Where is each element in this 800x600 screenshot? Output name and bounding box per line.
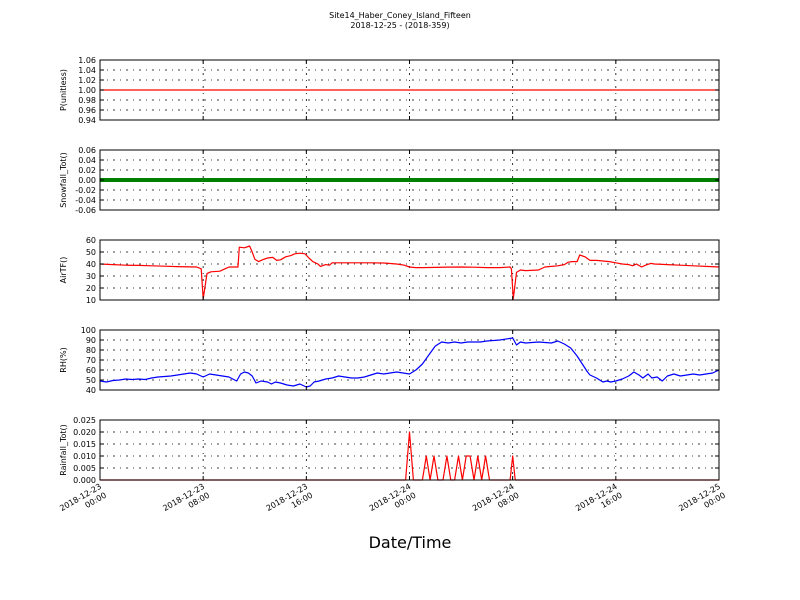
y-tick-label: 50 [86,248,96,257]
y-tick-label: 20 [86,284,96,293]
y-tick-label: 0.000 [73,476,96,485]
y-tick-label: 0.00 [78,176,96,185]
y-tick-label: 0.010 [73,452,96,461]
y-tick-label: 0.98 [78,96,96,105]
y-axis-label: AirTF() [59,257,68,284]
y-tick-label: 1.06 [78,56,96,65]
y-tick-label: 1.02 [78,76,96,85]
y-tick-label: 0.94 [78,116,96,125]
y-tick-label: 70 [86,356,96,365]
y-tick-label: 1.04 [78,66,96,75]
y-tick-label: -0.04 [75,196,96,205]
y-tick-label: 40 [86,260,96,269]
y-tick-label: -0.06 [75,206,96,215]
chart-title: Site14_Haber_Coney_Island_Fifteen [329,11,471,20]
y-tick-label: 0.015 [73,440,96,449]
series-line [100,431,719,481]
y-tick-label: 50 [86,376,96,385]
y-tick-label: 0.04 [78,156,96,165]
y-axis-label: P(unitless) [59,69,68,111]
y-tick-label: 10 [86,296,96,305]
y-tick-label: 90 [86,336,96,345]
y-tick-label: 1.00 [78,86,96,95]
y-tick-label: 0.96 [78,106,96,115]
y-tick-label: 0.02 [78,166,96,175]
y-tick-label: 0.025 [73,416,96,425]
y-axis-label: Snowfall_Tot() [59,152,68,208]
x-axis-label: Date/Time [368,533,452,552]
plot-frame [99,239,720,301]
y-tick-label: 30 [86,272,96,281]
y-tick-label: -0.02 [75,186,96,195]
y-tick-label: 0.06 [78,146,96,155]
series-line [99,245,720,300]
series-line [99,337,720,388]
y-tick-label: 40 [86,386,96,395]
y-tick-label: 60 [86,236,96,245]
y-axis-label: RH(%) [59,347,68,372]
y-tick-label: 60 [86,366,96,375]
plot-frame [99,419,720,481]
chart-subtitle: 2018-12-25 - (2018-359) [350,21,450,30]
y-tick-label: 100 [81,326,96,335]
y-tick-label: 80 [86,346,96,355]
y-axis-label: Rainfall_Tot() [59,424,68,476]
y-tick-label: 0.005 [73,464,96,473]
y-tick-label: 0.020 [73,428,96,437]
